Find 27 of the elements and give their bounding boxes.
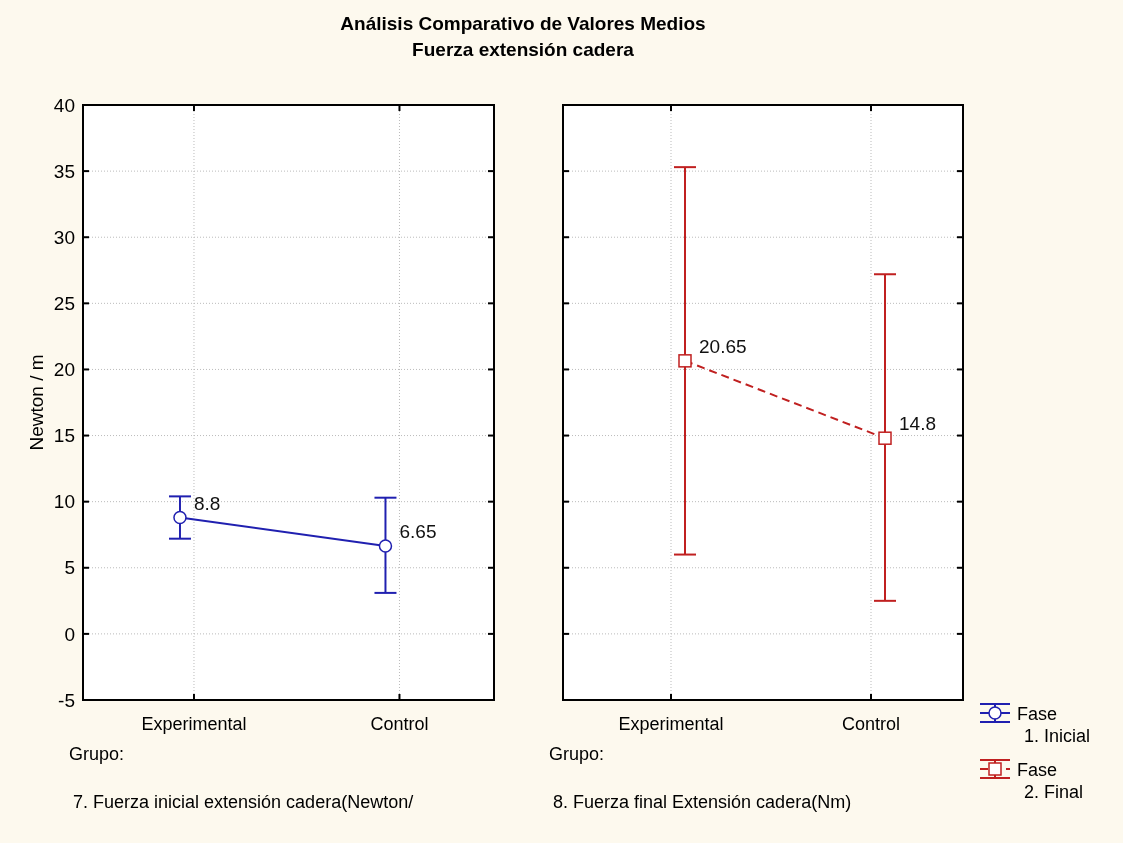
y-tick-label: 5: [64, 557, 75, 579]
data-label: 8.8: [193, 492, 221, 514]
y-tick-label: -5: [58, 689, 75, 711]
data-label: 6.65: [399, 520, 437, 542]
y-tick-label: 40: [53, 94, 75, 116]
x-tick-label: Experimental: [618, 714, 724, 734]
y-tick-label: 10: [53, 491, 75, 513]
legend-label: Fase 2. Final: [1017, 760, 1084, 802]
x-axis-title: 7. Fuerza inicial extensión cadera(Newton/: [73, 792, 414, 812]
text: Grupo:: [69, 744, 125, 764]
y-tick-label: 20: [53, 359, 75, 381]
legend-label: Fase 1. Inicial: [1017, 704, 1091, 746]
y-tick-label: 0: [64, 623, 75, 645]
y-axis-title: Newton / m: [26, 354, 47, 451]
data-label: 20.65: [699, 335, 747, 357]
y-tick-label: 35: [53, 160, 75, 182]
x-tick-label: Experimental: [141, 714, 247, 734]
text: Grupo:: [549, 744, 605, 764]
x-tick-label: Control: [370, 714, 429, 734]
y-tick-label: 15: [53, 425, 75, 447]
y-tick-label: 25: [53, 292, 75, 314]
chart-title: Análisis Comparativo de Valores Medios: [340, 13, 706, 34]
x-axis-title: 8. Fuerza final Extensión cadera(Nm): [553, 792, 852, 812]
y-tick-label: 30: [53, 226, 75, 248]
x-tick-label: Control: [841, 714, 901, 734]
chart-subtitle: Fuerza extensión cadera: [412, 39, 635, 60]
data-label: 14.8: [899, 413, 936, 435]
